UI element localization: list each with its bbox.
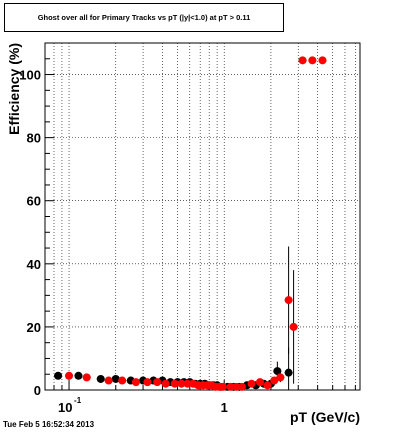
data-point-red [270, 376, 279, 385]
data-point-black [284, 368, 293, 377]
data-point-red [284, 296, 293, 305]
data-point-red [237, 382, 246, 391]
data-point-red [318, 56, 327, 65]
data-point-red [276, 373, 285, 382]
plot-frame [44, 42, 361, 391]
y-tick-label: 40 [27, 257, 41, 272]
data-point-red [104, 376, 113, 385]
data-point-red [161, 379, 170, 388]
data-point-black [74, 371, 83, 380]
data-point-red [247, 379, 256, 388]
x-axis-label: pT (GeV/c) [290, 409, 360, 425]
data-point-red [263, 381, 272, 390]
data-point-black [273, 367, 282, 376]
data-point-red [170, 379, 179, 388]
y-tick-label: 20 [27, 320, 41, 335]
x-tick-label-exponent: -1 [74, 396, 82, 405]
timestamp: Tue Feb 5 16:52:34 2013 [3, 420, 95, 429]
chart-title: Ghost over all for Primary Tracks vs pT … [37, 13, 251, 22]
data-point-red [82, 373, 91, 382]
y-tick-label: 0 [34, 383, 41, 398]
chart-title-box: Ghost over all for Primary Tracks vs pT … [4, 3, 284, 32]
data-point-black [54, 371, 63, 380]
data-point-red [131, 378, 140, 387]
data-point-black [111, 374, 120, 383]
x-tick-label: 10 [58, 400, 72, 415]
data-point-red [226, 382, 235, 391]
y-tick-label: 60 [27, 194, 41, 209]
data-point-red [65, 371, 74, 380]
data-point-red [308, 56, 317, 65]
data-point-red [255, 378, 264, 387]
data-point-red [289, 322, 298, 331]
data-point-red [218, 382, 227, 391]
data-point-red [177, 379, 186, 388]
y-axis-label: Efficiency (%) [6, 43, 22, 135]
x-tick-label: 1 [221, 400, 228, 415]
data-point-black [96, 374, 105, 383]
y-tick-label: 80 [27, 131, 41, 146]
y-tick-label: 100 [19, 68, 41, 83]
data-point-red [143, 378, 152, 387]
data-point-red [298, 56, 307, 65]
data-point-red [153, 378, 162, 387]
data-point-red [183, 379, 192, 388]
data-point-red [118, 376, 127, 385]
